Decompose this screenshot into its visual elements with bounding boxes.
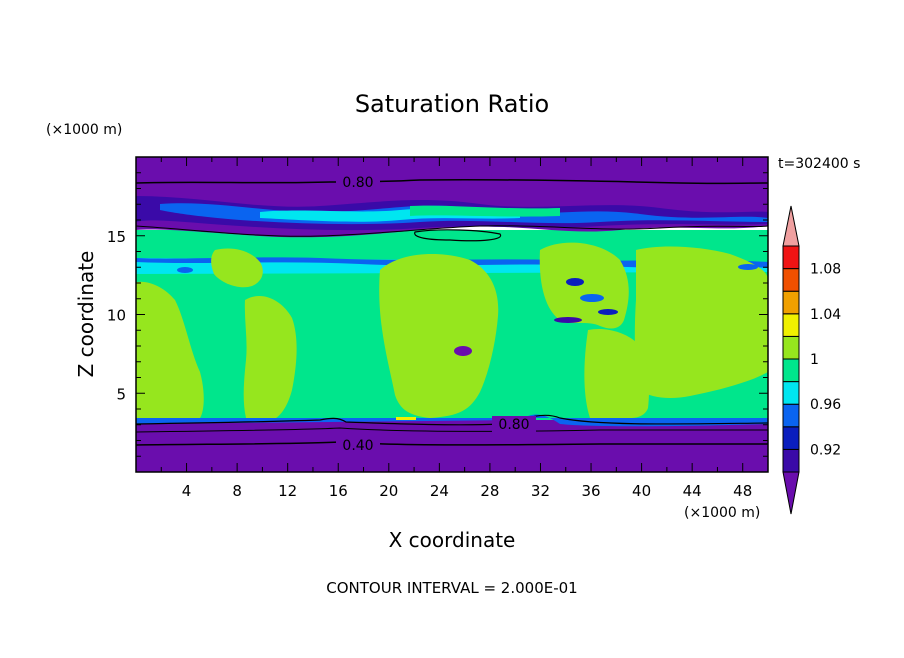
cell-purple-mid: [454, 346, 472, 356]
y-unit-label: (×1000 m): [46, 122, 122, 138]
time-label: t=302400 s: [778, 156, 860, 172]
x-tick-label: 48: [733, 482, 752, 500]
contour-040: [136, 441, 768, 446]
colorbar-label: 0.92: [810, 442, 841, 458]
contour-label-2: 0.80: [498, 417, 529, 433]
colorbar-swatch: [782, 426, 800, 450]
cloud-area-5: [634, 246, 768, 398]
cell-blue-1: [566, 278, 584, 286]
colorbar-max-arrow: [782, 205, 800, 247]
chart-title: Saturation Ratio: [355, 90, 549, 118]
contour-label-1: 0.80: [342, 175, 373, 191]
y-axis-ticks: 5 10 15: [107, 172, 768, 457]
x-tick-label: 4: [182, 482, 192, 500]
colorbar-swatch: [782, 313, 800, 337]
cloud-area-3: [379, 254, 499, 418]
x-tick-label: 32: [531, 482, 550, 500]
x-unit-label: (×1000 m): [684, 505, 760, 521]
x-tick-label: 28: [480, 482, 499, 500]
cloud-area-6: [584, 328, 650, 418]
cell-blue-4: [598, 309, 618, 315]
cloud-area-2: [243, 296, 297, 418]
y-axis-label: Z coordinate: [74, 251, 98, 378]
contour-label-3: 0.40: [342, 438, 373, 454]
x-tick-label: 40: [632, 482, 651, 500]
y-tick-label: 10: [107, 307, 126, 325]
colorbar-swatch: [782, 358, 800, 383]
colorbar-label: 0.96: [810, 397, 841, 413]
contour-labels: 0.80 0.80 0.40: [336, 174, 536, 454]
colorbar-label: 1.08: [810, 262, 841, 278]
region-lower-dry: [136, 420, 768, 472]
colorbar-swatch: [782, 448, 800, 473]
x-axis-label: X coordinate: [389, 528, 516, 552]
x-tick-label: 36: [581, 482, 600, 500]
colorbar-swatch: [782, 335, 800, 360]
contour-080-upper: [136, 178, 768, 185]
x-axis-ticks: 4 8 12 16 20 24 28 32 36 40 44 48: [160, 157, 769, 500]
x-tick-label: 44: [683, 482, 702, 500]
region-upper-green-patch: [410, 205, 560, 217]
contour-060: [136, 427, 768, 433]
colorbar-label: 1: [810, 352, 819, 368]
x-tick-label: 8: [232, 482, 242, 500]
colorbar-min-arrow: [782, 471, 800, 515]
contour-080-lower: [136, 414, 768, 426]
contour-cloud-outline-1: [414, 229, 502, 242]
lower-boundary-yellow: [396, 417, 416, 420]
cloud-area-4: [539, 242, 629, 329]
cell-blue-2: [580, 294, 604, 302]
heatmap-field: [136, 157, 768, 472]
colorbar-swatch: [782, 403, 800, 428]
x-tick-label: 20: [379, 482, 398, 500]
cloud-area-7: [211, 248, 263, 288]
cell-blue-3: [554, 317, 582, 323]
contour-upper-edge: [136, 225, 768, 237]
contour-interval-footer: CONTOUR INTERVAL = 2.000E-01: [326, 579, 577, 597]
x-tick-label: 12: [278, 482, 297, 500]
colorbar: 1.08 1.04 1 0.96 0.92: [782, 205, 841, 515]
colorbar-swatch: [782, 290, 800, 315]
cell-blue-5: [177, 267, 193, 273]
y-tick-label: 15: [107, 228, 126, 246]
x-tick-label: 16: [329, 482, 348, 500]
colorbar-swatch: [782, 245, 800, 270]
y-tick-label: 5: [116, 385, 126, 403]
x-tick-label: 24: [430, 482, 449, 500]
colorbar-swatch: [782, 268, 800, 292]
colorbar-swatch: [782, 381, 800, 405]
cloud-area-1: [136, 281, 204, 418]
cell-blue-6: [738, 264, 758, 270]
colorbar-label: 1.04: [810, 307, 841, 323]
